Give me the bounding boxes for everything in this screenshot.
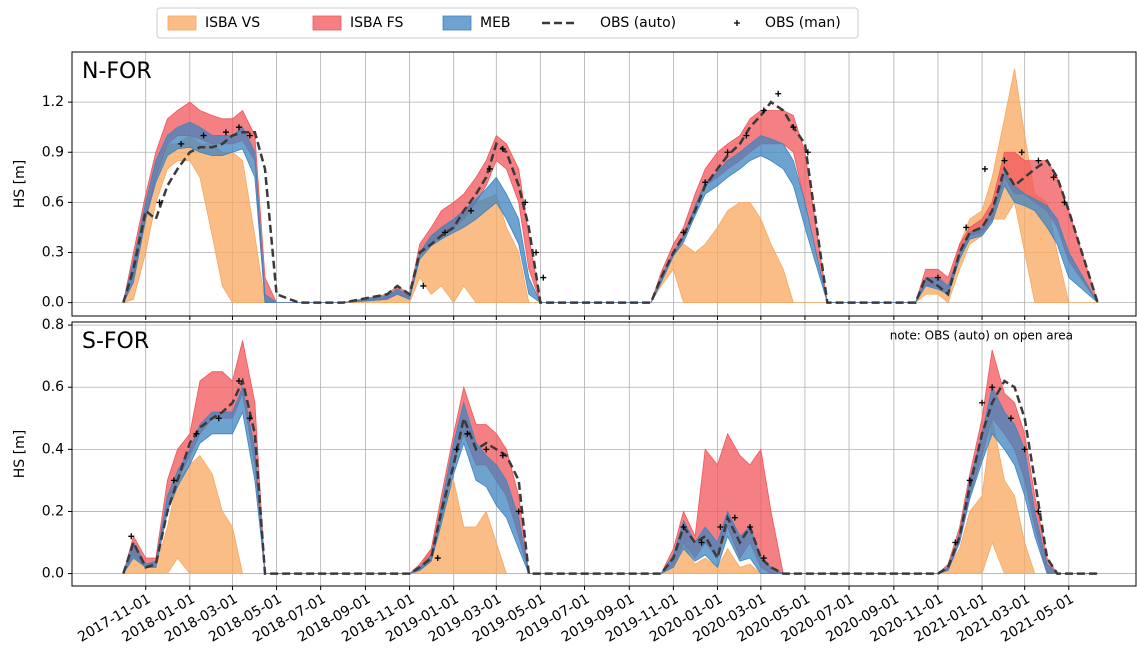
obs-point [464, 430, 471, 437]
panel-title: N-FOR [82, 59, 152, 84]
obs-point [235, 124, 242, 131]
obs-point [966, 477, 973, 484]
axes-frame [71, 321, 1137, 587]
obs-point [680, 229, 687, 236]
obs-point [178, 140, 185, 147]
obs-point [246, 415, 253, 422]
obs-point [222, 129, 229, 136]
obs-point [235, 378, 242, 385]
legend-label: ISBA FS [350, 15, 403, 31]
obs-point [743, 132, 750, 139]
legend-swatch [312, 15, 342, 31]
obs-point [981, 165, 988, 172]
panel-title: S-FOR [82, 329, 149, 354]
range-band [122, 340, 1098, 574]
obs-point [731, 514, 738, 521]
obs-point [963, 224, 970, 231]
obs-point [934, 274, 941, 281]
legend-swatch [442, 15, 472, 31]
obs-point [193, 430, 200, 437]
obs-point [522, 199, 529, 206]
obs-point [156, 199, 163, 206]
y-tick-label: 0.6 [42, 194, 64, 210]
legend-label: MEB [480, 15, 511, 31]
legend-label: OBS (man) [765, 15, 841, 31]
obs-point [453, 446, 460, 453]
y-tick-label: 0.3 [42, 245, 64, 261]
obs-point [717, 523, 724, 530]
obs-point [441, 229, 448, 236]
obs-point [775, 90, 782, 97]
obs-point [486, 165, 493, 172]
obs-point [499, 452, 506, 459]
plot-area [72, 322, 1136, 586]
y-tick-label: 0.4 [42, 441, 64, 457]
obs-line [122, 100, 1099, 304]
obs-point [724, 149, 731, 156]
obs-point [747, 523, 754, 530]
obs-point [246, 132, 253, 139]
range-band [122, 418, 1098, 574]
legend-swatch [734, 20, 740, 26]
obs-point [1061, 199, 1068, 206]
obs-point [533, 249, 540, 256]
obs-point [434, 555, 441, 562]
legend: ISBA VS ISBA FS MEB OBS (auto) OBS (man) [167, 15, 841, 31]
legend-label: ISBA VS [205, 15, 260, 31]
obs-point [952, 539, 959, 546]
legend-swatch [167, 15, 197, 31]
obs-point [1007, 415, 1014, 422]
obs-point [804, 149, 811, 156]
obs-point [540, 274, 547, 281]
y-tick-label: 1.2 [42, 94, 64, 110]
obs-point [680, 523, 687, 530]
obs-point [989, 384, 996, 391]
obs-point [979, 399, 986, 406]
legend-label: OBS (auto) [600, 15, 676, 31]
obs-point [420, 282, 427, 289]
obs-line [122, 377, 1098, 575]
y-tick-label: 0.2 [42, 503, 64, 519]
y-axis-label: HS [m] [12, 160, 28, 208]
obs-point [1035, 157, 1042, 164]
obs-point [215, 415, 222, 422]
plot-area [72, 52, 1136, 316]
obs-point [1050, 174, 1057, 181]
obs-point [702, 179, 709, 186]
obs-point [698, 539, 705, 546]
obs-point [170, 477, 177, 484]
obs-point [483, 446, 490, 453]
legend-box [156, 7, 859, 39]
y-tick-label: 0.6 [42, 379, 64, 395]
axes-frame [71, 51, 1137, 317]
range-band [122, 385, 1098, 574]
obs-point [1035, 508, 1042, 515]
obs-point [515, 508, 522, 515]
y-tick-label: 0.0 [42, 566, 64, 582]
obs-point [1001, 157, 1008, 164]
obs-point [499, 145, 506, 152]
obs-point [128, 533, 135, 540]
obs-point [1018, 149, 1025, 156]
annotation: note: OBS (auto) on open area [890, 329, 1073, 343]
obs-point [760, 107, 767, 114]
obs-point [468, 207, 474, 214]
obs-point [790, 124, 797, 131]
obs-point [200, 132, 207, 139]
range-band [122, 121, 1099, 304]
y-tick-label: 0.8 [42, 317, 64, 333]
obs-point [1021, 446, 1028, 453]
y-axis-label: HS [m] [12, 430, 28, 478]
obs-point [760, 555, 767, 562]
y-tick-label: 0.9 [42, 144, 64, 160]
y-tick-label: 0.0 [42, 295, 64, 311]
